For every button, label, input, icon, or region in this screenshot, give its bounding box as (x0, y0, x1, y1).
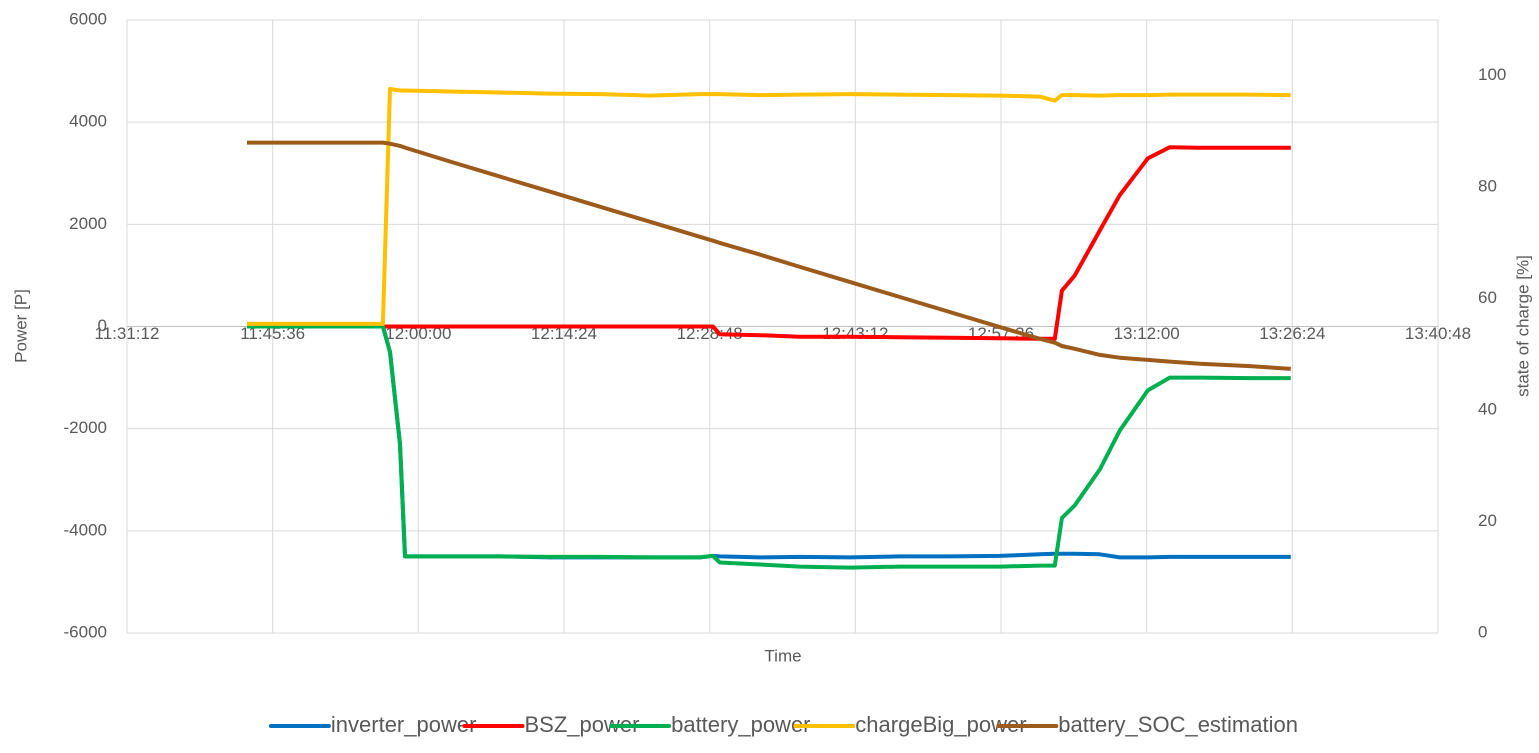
y2-tick-label: 100 (1478, 65, 1506, 84)
legend-label: inverter_power (331, 712, 477, 737)
x-tick-label: 11:31:12 (95, 324, 160, 343)
y-tick-label: 4000 (69, 112, 107, 131)
y2-tick-label: 80 (1478, 177, 1497, 196)
series-line (247, 145, 1291, 341)
x-tick-label: 13:26:24 (1259, 324, 1325, 343)
y2-axis-title: state of charge [%] (1513, 255, 1532, 397)
x-tick-label: 12:00:00 (385, 324, 451, 343)
y-tick-label: -6000 (64, 622, 107, 641)
y-tick-label: -4000 (64, 520, 107, 539)
y-tick-label: -2000 (64, 418, 107, 437)
y-tick-label: 2000 (69, 214, 107, 233)
y-tick-label: 0 (98, 316, 107, 335)
y-tick-label: 6000 (69, 9, 107, 28)
x-tick-label: 12:28:48 (677, 324, 743, 343)
series-line (247, 87, 1291, 326)
x-tick-label: 12:14:24 (531, 324, 597, 343)
legend-label: battery_power (671, 712, 810, 737)
x-tick-label: 11:45:36 (240, 324, 305, 343)
legend-label: battery_SOC_estimation (1058, 712, 1298, 737)
series-line (247, 140, 1291, 371)
series-line (247, 324, 1291, 570)
x-tick-label: 13:12:00 (1114, 324, 1180, 343)
y-axis-title: Power [P] (11, 289, 30, 363)
x-axis-title: Time (764, 646, 801, 665)
y2-tick-label: 20 (1478, 511, 1497, 530)
y2-tick-label: 40 (1478, 400, 1497, 419)
y2-tick-label: 60 (1478, 288, 1497, 307)
x-tick-label: 13:40:48 (1405, 324, 1471, 343)
y2-tick-label: 0 (1478, 622, 1487, 641)
